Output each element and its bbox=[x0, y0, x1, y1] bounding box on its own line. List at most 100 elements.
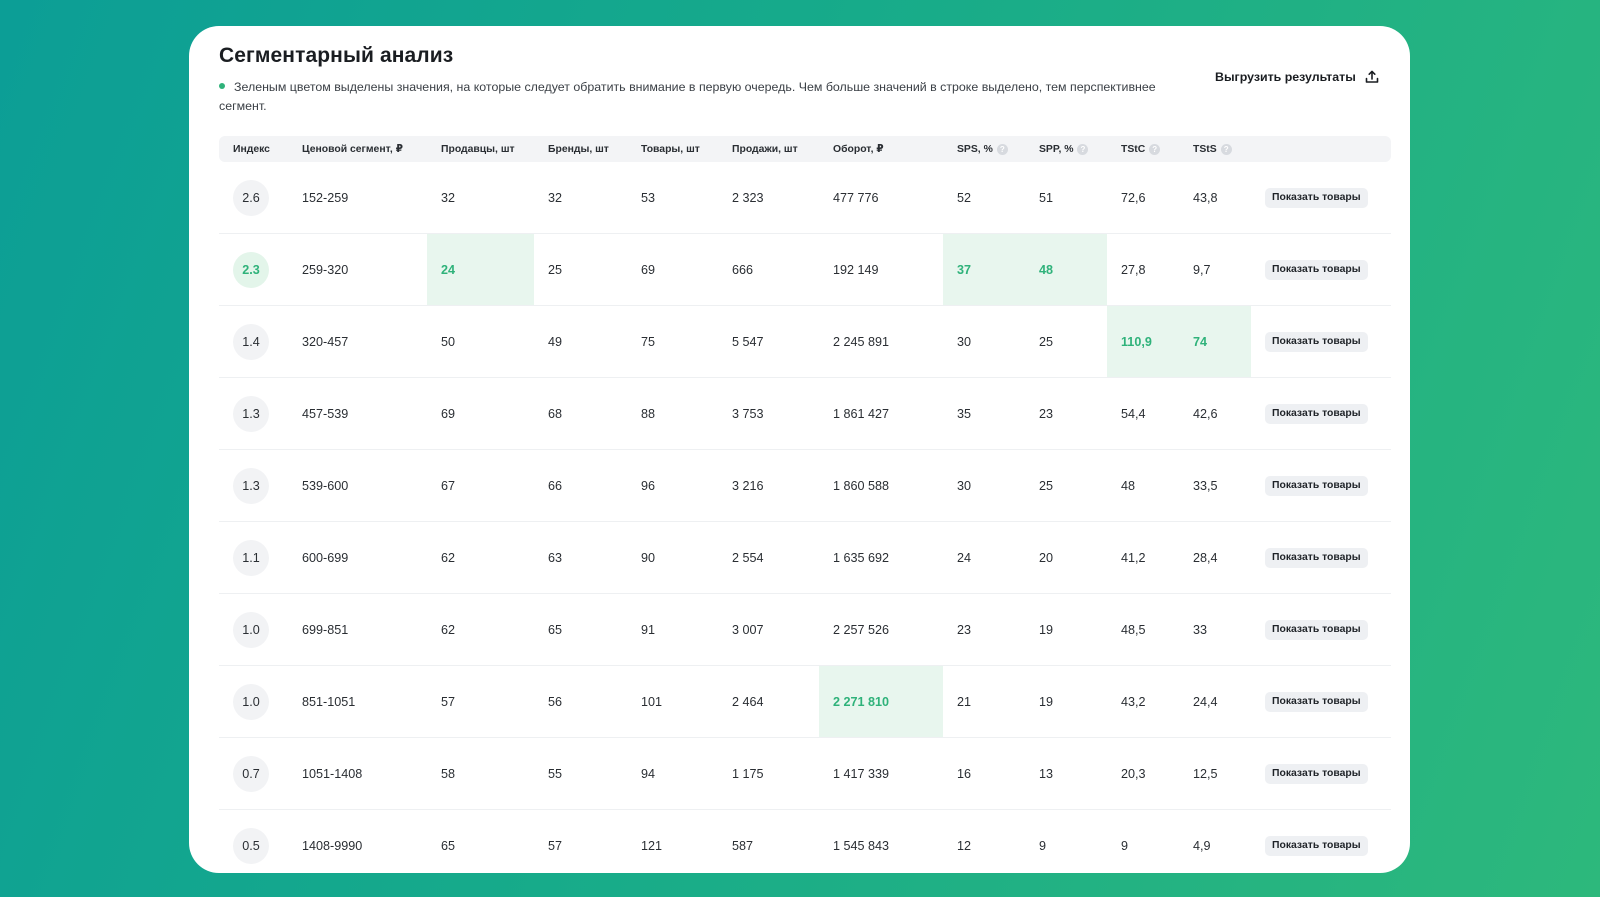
action-cell: Показать товары bbox=[1251, 162, 1391, 233]
tstc-cell: 110,9 bbox=[1107, 306, 1179, 377]
column-header: SPS, %? bbox=[943, 136, 1025, 162]
sales-cell: 587 bbox=[732, 838, 754, 853]
tsts-cell: 24,4 bbox=[1193, 694, 1218, 709]
index-cell: 1.0 bbox=[219, 666, 288, 737]
table-body: 2.6 152-259 32 32 53 2 323 477 776 52 51 72,6 43,8… bbox=[219, 162, 1391, 873]
index-cell: 1.0 bbox=[219, 594, 288, 665]
table-row: 1.0 699-851 62 65 91 3 007 2 257 526 23 19 48,5 33… bbox=[219, 594, 1391, 666]
turnover-cell: 2 271 810 bbox=[819, 666, 943, 737]
products-cell: 88 bbox=[641, 406, 656, 421]
brands-cell: 32 bbox=[548, 190, 563, 205]
spp-cell: 13 bbox=[1039, 766, 1054, 781]
column-header-label: SPS, % bbox=[957, 143, 993, 155]
tstc-cell: 27,8 bbox=[1121, 262, 1146, 277]
show-products-button[interactable]: Показать товары bbox=[1265, 547, 1368, 568]
sellers-cell: 62 bbox=[441, 622, 456, 637]
index-badge: 0.5 bbox=[233, 827, 269, 864]
show-products-button[interactable]: Показать товары bbox=[1265, 187, 1368, 208]
column-header: Товары, шт bbox=[627, 136, 718, 162]
export-results-button[interactable]: Выгрузить результаты bbox=[1215, 70, 1379, 84]
help-icon[interactable]: ? bbox=[996, 143, 1008, 155]
table-row: 1.3 457-539 69 68 88 3 753 1 861 427 35 23 54,4 42… bbox=[219, 378, 1391, 450]
spp-cell: 9 bbox=[1039, 838, 1047, 853]
segment-cell: 539-600 bbox=[302, 478, 349, 493]
table-row: 1.3 539-600 67 66 96 3 216 1 860 588 30 25 48 33,5… bbox=[219, 450, 1391, 522]
sellers-cell: 62 bbox=[441, 550, 456, 565]
spp-cell: 19 bbox=[1039, 622, 1054, 637]
help-icon[interactable]: ? bbox=[1220, 143, 1232, 155]
show-products-button[interactable]: Показать товары bbox=[1265, 475, 1368, 496]
show-products-button[interactable]: Показать товары bbox=[1265, 331, 1368, 352]
tstc-cell: 9 bbox=[1121, 838, 1129, 853]
tstc-cell: 20,3 bbox=[1121, 766, 1146, 781]
show-products-button[interactable]: Показать товары bbox=[1265, 619, 1368, 640]
tsts-cell: 33,5 bbox=[1193, 478, 1218, 493]
index-badge: 0.7 bbox=[233, 755, 269, 792]
action-cell: Показать товары bbox=[1251, 810, 1391, 873]
help-icon[interactable]: ? bbox=[1077, 143, 1089, 155]
sellers-cell: 58 bbox=[441, 766, 456, 781]
sales-cell: 1 175 bbox=[732, 766, 764, 781]
show-products-button[interactable]: Показать товары bbox=[1265, 259, 1368, 280]
index-badge: 1.3 bbox=[233, 467, 269, 504]
show-products-button[interactable]: Показать товары bbox=[1265, 691, 1368, 712]
tsts-cell: 12,5 bbox=[1193, 766, 1218, 781]
spp-cell: 19 bbox=[1039, 694, 1054, 709]
table-row: 1.1 600-699 62 63 90 2 554 1 635 692 24 20 41,2 28… bbox=[219, 522, 1391, 594]
brands-cell: 57 bbox=[548, 838, 563, 853]
segment-cell: 851-1051 bbox=[302, 694, 356, 709]
show-products-button[interactable]: Показать товары bbox=[1265, 835, 1368, 856]
turnover-cell: 1 545 843 bbox=[833, 838, 890, 853]
segment-cell: 457-539 bbox=[302, 406, 349, 421]
table-row: 0.7 1051-1408 58 55 94 1 175 1 417 339 16 13 20,3… bbox=[219, 738, 1391, 810]
column-header-label: Ценовой сегмент, ₽ bbox=[302, 144, 403, 155]
products-cell: 101 bbox=[641, 694, 663, 709]
index-badge: 1.4 bbox=[233, 323, 269, 360]
tsts-cell: 28,4 bbox=[1193, 550, 1218, 565]
index-cell: 2.3 bbox=[219, 234, 288, 305]
export-results-label: Выгрузить результаты bbox=[1215, 70, 1356, 84]
segment-analysis-card: Сегментарный анализ Зеленым цветом выдел… bbox=[189, 26, 1410, 873]
products-cell: 90 bbox=[641, 550, 656, 565]
column-header-label: Товары, шт bbox=[641, 143, 700, 155]
column-header: Ценовой сегмент, ₽ bbox=[288, 136, 427, 162]
brands-cell: 55 bbox=[548, 766, 563, 781]
sellers-cell: 24 bbox=[427, 234, 534, 305]
column-header-label: TStS bbox=[1193, 143, 1217, 155]
show-products-button[interactable]: Показать товары bbox=[1265, 403, 1368, 424]
legend-note-text: Зеленым цветом выделены значения, на кот… bbox=[219, 80, 1156, 113]
column-header: TStS? bbox=[1179, 136, 1251, 162]
turnover-cell: 2 257 526 bbox=[833, 622, 890, 637]
sellers-cell: 50 bbox=[441, 334, 456, 349]
sales-cell: 3 007 bbox=[732, 622, 764, 637]
table-row: 0.5 1408-9990 65 57 121 587 1 545 843 12 9 9 4,9 По… bbox=[219, 810, 1391, 873]
tstc-cell: 43,2 bbox=[1121, 694, 1146, 709]
column-header: Индекс bbox=[219, 136, 288, 162]
products-cell: 94 bbox=[641, 766, 656, 781]
show-products-button[interactable]: Показать товары bbox=[1265, 763, 1368, 784]
brands-cell: 49 bbox=[548, 334, 563, 349]
index-cell: 0.7 bbox=[219, 738, 288, 809]
sellers-cell: 69 bbox=[441, 406, 456, 421]
table-row: 2.6 152-259 32 32 53 2 323 477 776 52 51 72,6 43,8… bbox=[219, 162, 1391, 234]
action-cell: Показать товары bbox=[1251, 234, 1391, 305]
help-icon[interactable]: ? bbox=[1149, 143, 1161, 155]
action-cell: Показать товары bbox=[1251, 666, 1391, 737]
table-row: 1.0 851-1051 57 56 101 2 464 2 271 810 21 19 43,2… bbox=[219, 666, 1391, 738]
action-cell: Показать товары bbox=[1251, 306, 1391, 377]
tstc-cell: 54,4 bbox=[1121, 406, 1146, 421]
index-cell: 0.5 bbox=[219, 810, 288, 873]
index-badge: 1.1 bbox=[233, 539, 269, 576]
tstc-cell: 41,2 bbox=[1121, 550, 1146, 565]
turnover-cell: 1 860 588 bbox=[833, 478, 890, 493]
column-header-label: Индекс bbox=[233, 143, 270, 155]
tsts-cell: 74 bbox=[1179, 306, 1251, 377]
index-badge: 1.0 bbox=[233, 683, 269, 720]
turnover-cell: 1 861 427 bbox=[833, 406, 890, 421]
sellers-cell: 65 bbox=[441, 838, 456, 853]
spp-cell: 25 bbox=[1039, 334, 1054, 349]
action-cell: Показать товары bbox=[1251, 450, 1391, 521]
turnover-cell: 1 635 692 bbox=[833, 550, 890, 565]
tstc-cell: 48,5 bbox=[1121, 622, 1146, 637]
action-cell: Показать товары bbox=[1251, 378, 1391, 449]
